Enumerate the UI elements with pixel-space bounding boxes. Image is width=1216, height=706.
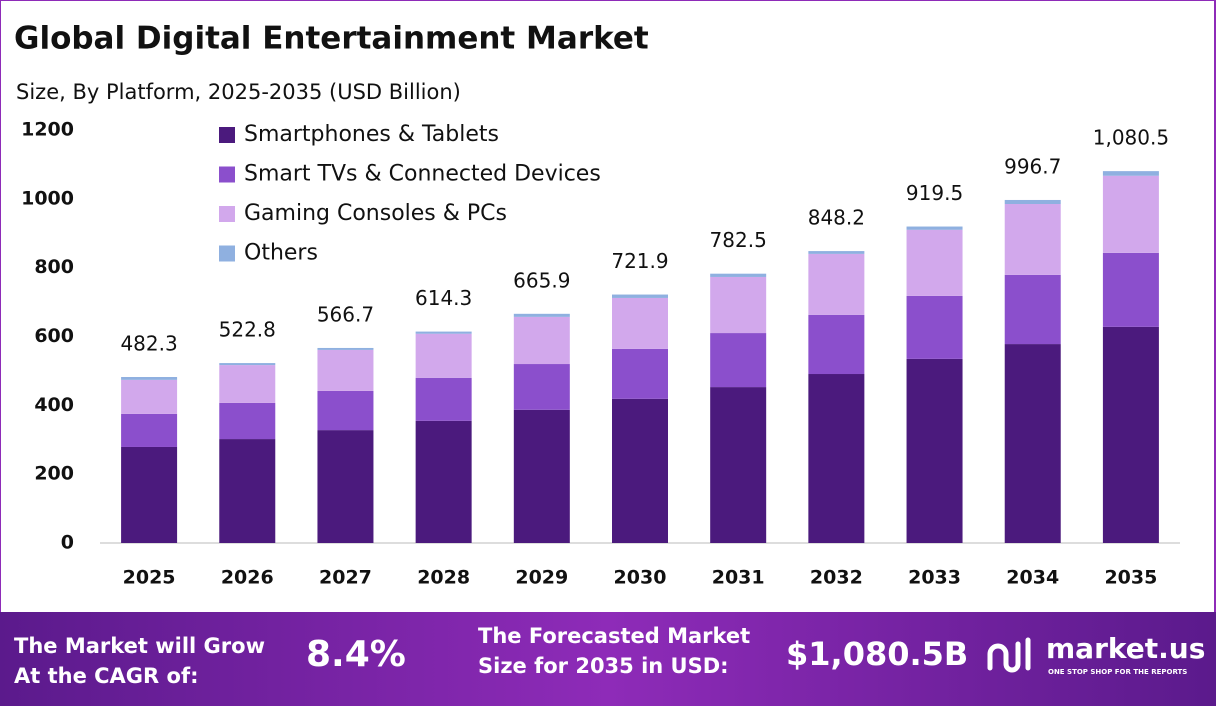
bar-segment xyxy=(415,420,472,543)
y-tick-label: 1000 xyxy=(21,187,74,209)
bar-segment xyxy=(808,253,865,315)
bar-segment xyxy=(906,358,963,543)
legend-swatch xyxy=(219,245,235,262)
bar-segment xyxy=(317,390,374,431)
bar-segment xyxy=(710,276,767,334)
bar-segment xyxy=(415,331,472,334)
y-tick-label: 0 xyxy=(61,532,74,554)
x-tick-label: 2032 xyxy=(810,567,863,589)
x-tick-label: 2034 xyxy=(1006,567,1059,589)
total-label: 919.5 xyxy=(906,181,963,205)
brand-logo xyxy=(987,637,1031,673)
bar-segment xyxy=(612,297,668,349)
legend-label: Others xyxy=(244,241,318,266)
bar-segment xyxy=(317,349,374,391)
footer-cagr-text: The Market will Grow At the CAGR of: xyxy=(14,634,265,688)
x-tick-label: 2028 xyxy=(417,567,470,589)
bar-segment xyxy=(219,402,276,440)
y-tick-label: 400 xyxy=(34,394,74,416)
bar-segment xyxy=(415,333,472,378)
bar-segment xyxy=(121,377,178,380)
legend-label: Gaming Consoles & PCs xyxy=(244,201,507,226)
bar-segment xyxy=(612,294,668,298)
total-label: 996.7 xyxy=(1004,154,1061,178)
bar-segment xyxy=(1004,199,1061,204)
bar-segment xyxy=(710,273,767,277)
y-tick-label: 600 xyxy=(34,325,74,347)
footer-tagline: ONE STOP SHOP FOR THE REPORTS xyxy=(1048,668,1187,676)
bar-segment xyxy=(710,333,767,388)
x-tick-label: 2026 xyxy=(221,567,274,589)
bar-segment xyxy=(121,379,178,414)
total-label: 665.9 xyxy=(513,268,570,292)
bar-segment xyxy=(513,409,570,543)
bar-segment xyxy=(906,226,963,230)
total-label: 782.5 xyxy=(710,228,767,252)
total-label: 566.7 xyxy=(317,302,374,326)
legend-label: Smart TVs & Connected Devices xyxy=(244,162,601,187)
bar-segment xyxy=(1004,274,1061,345)
total-label: 522.8 xyxy=(219,318,276,342)
bar-segment xyxy=(121,446,178,543)
total-label: 614.3 xyxy=(415,286,472,310)
bar-segment xyxy=(1102,326,1159,543)
bar-segment xyxy=(808,374,865,543)
x-tick-label: 2030 xyxy=(614,567,667,589)
x-tick-label: 2033 xyxy=(908,567,961,589)
footer-band xyxy=(0,612,1216,706)
y-tick-label: 800 xyxy=(34,256,74,278)
bar-segment xyxy=(513,364,570,410)
footer-forecast: $1,080.5B xyxy=(786,635,968,673)
bar-segment xyxy=(906,229,963,296)
x-tick-label: 2025 xyxy=(123,567,176,589)
x-tick-label: 2031 xyxy=(712,567,765,589)
x-tick-label: 2035 xyxy=(1104,567,1157,589)
bar-segment xyxy=(121,413,178,447)
bar-segment xyxy=(219,439,276,543)
footer-forecast-text: The Forecasted Market Size for 2035 in US… xyxy=(478,624,750,678)
legend-swatch xyxy=(219,166,235,183)
bar-segment xyxy=(1102,171,1159,176)
y-tick-label: 1200 xyxy=(21,119,74,141)
bar-segment xyxy=(612,348,668,399)
legend-label: Smartphones & Tablets xyxy=(244,122,499,147)
bar-segment xyxy=(808,314,865,375)
footer-cagr: 8.4% xyxy=(306,634,406,675)
bar-segment xyxy=(513,316,570,365)
bar-segment xyxy=(513,313,570,317)
bar-segment xyxy=(906,295,963,359)
bar-segment xyxy=(219,365,276,403)
legend-swatch xyxy=(219,127,235,143)
bar-segment xyxy=(415,377,472,421)
footer-brand: market.us xyxy=(1046,632,1205,665)
y-tick-label: 200 xyxy=(34,463,74,485)
bar-segment xyxy=(1102,252,1159,327)
x-tick-label: 2029 xyxy=(515,567,568,589)
chart-title: Global Digital Entertainment Market xyxy=(14,21,649,57)
total-label: 482.3 xyxy=(120,332,177,356)
legend-swatch xyxy=(219,206,235,222)
bar-segment xyxy=(219,363,276,366)
total-label: 1,080.5 xyxy=(1093,126,1169,150)
total-label: 848.2 xyxy=(808,206,865,230)
plot: 0 200 400 600 800 1000 1200 482.3 2025 522.8 2026 5… xyxy=(21,119,1180,589)
bar-segment xyxy=(710,387,767,543)
total-label: 721.9 xyxy=(611,249,668,273)
bar-segment xyxy=(1102,175,1159,253)
bar-segment xyxy=(808,251,865,254)
bar-segment xyxy=(317,430,374,543)
bar-segment xyxy=(317,347,374,350)
bar-segment xyxy=(1004,344,1061,543)
bar-segment xyxy=(1004,203,1061,275)
x-tick-label: 2027 xyxy=(319,567,372,589)
bar-segment xyxy=(612,398,668,543)
chart-subtitle: Size, By Platform, 2025-2035 (USD Billio… xyxy=(16,80,461,104)
